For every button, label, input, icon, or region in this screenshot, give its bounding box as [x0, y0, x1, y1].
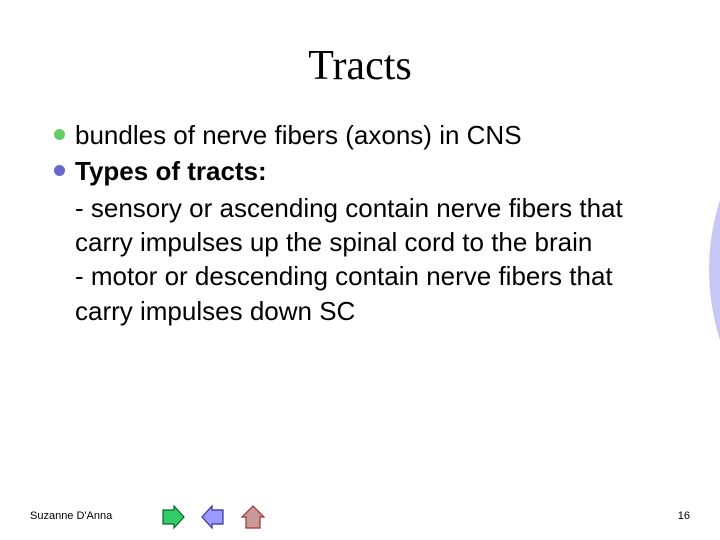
- bullet-item: bundles of nerve fibers (axons) in CNS: [54, 118, 644, 152]
- bullet-icon: [54, 129, 65, 140]
- home-icon: [240, 504, 266, 530]
- bullet-icon: [54, 165, 65, 176]
- nav-button-group: [160, 504, 266, 530]
- bullet-text: bundles of nerve fibers (axons) in CNS: [75, 118, 522, 152]
- page-number: 16: [678, 510, 690, 522]
- prev-button[interactable]: [200, 504, 226, 530]
- slide-container: Tracts bundles of nerve fibers (axons) i…: [0, 0, 720, 540]
- slide-title: Tracts: [0, 42, 720, 90]
- sub-item: - sensory or ascending contain nerve fib…: [75, 191, 644, 260]
- arrow-right-icon: [160, 504, 186, 530]
- home-button[interactable]: [240, 504, 266, 530]
- next-button[interactable]: [160, 504, 186, 530]
- footer-author: Suzanne D'Anna: [30, 510, 112, 522]
- content-area: bundles of nerve fibers (axons) in CNS T…: [54, 118, 644, 328]
- sub-item: - motor or descending contain nerve fibe…: [75, 259, 644, 328]
- arrow-left-icon: [200, 504, 226, 530]
- decorative-arc: [640, 110, 720, 430]
- bullet-item: Types of tracts:: [54, 154, 644, 188]
- bullet-text: Types of tracts:: [75, 154, 267, 188]
